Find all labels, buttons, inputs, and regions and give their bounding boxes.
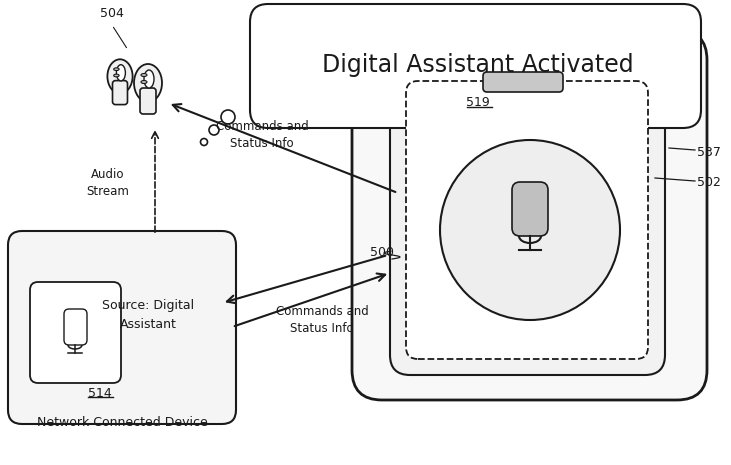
FancyBboxPatch shape	[512, 182, 548, 236]
Ellipse shape	[114, 68, 119, 71]
FancyBboxPatch shape	[406, 81, 648, 359]
Text: 537: 537	[697, 146, 721, 159]
Text: 514: 514	[88, 386, 112, 399]
Circle shape	[221, 110, 235, 124]
FancyBboxPatch shape	[113, 80, 127, 105]
FancyBboxPatch shape	[8, 231, 236, 424]
FancyBboxPatch shape	[352, 30, 707, 400]
Ellipse shape	[107, 60, 132, 93]
Text: Commands and
Status Info: Commands and Status Info	[216, 120, 308, 150]
Text: 504: 504	[100, 7, 124, 20]
Text: 500: 500	[370, 246, 394, 259]
Circle shape	[440, 140, 620, 320]
FancyBboxPatch shape	[64, 309, 87, 345]
Text: 502: 502	[697, 177, 721, 190]
FancyBboxPatch shape	[390, 65, 665, 375]
Ellipse shape	[144, 70, 154, 88]
Text: Digital Assistant Activated: Digital Assistant Activated	[322, 53, 634, 77]
Circle shape	[200, 139, 208, 146]
Text: 519: 519	[466, 97, 490, 109]
Text: Network Connected Device: Network Connected Device	[37, 416, 208, 429]
Text: Source: Digital
Assistant: Source: Digital Assistant	[102, 299, 194, 331]
Text: Commands and
Status Info: Commands and Status Info	[276, 305, 368, 335]
Ellipse shape	[141, 80, 147, 84]
FancyBboxPatch shape	[250, 4, 701, 128]
Text: Audio
Stream: Audio Stream	[86, 168, 129, 198]
Circle shape	[209, 125, 219, 135]
Ellipse shape	[114, 74, 119, 77]
Ellipse shape	[116, 65, 126, 81]
FancyBboxPatch shape	[140, 88, 156, 114]
FancyBboxPatch shape	[483, 72, 563, 92]
FancyBboxPatch shape	[30, 282, 121, 383]
Ellipse shape	[134, 64, 162, 102]
Ellipse shape	[141, 73, 147, 77]
